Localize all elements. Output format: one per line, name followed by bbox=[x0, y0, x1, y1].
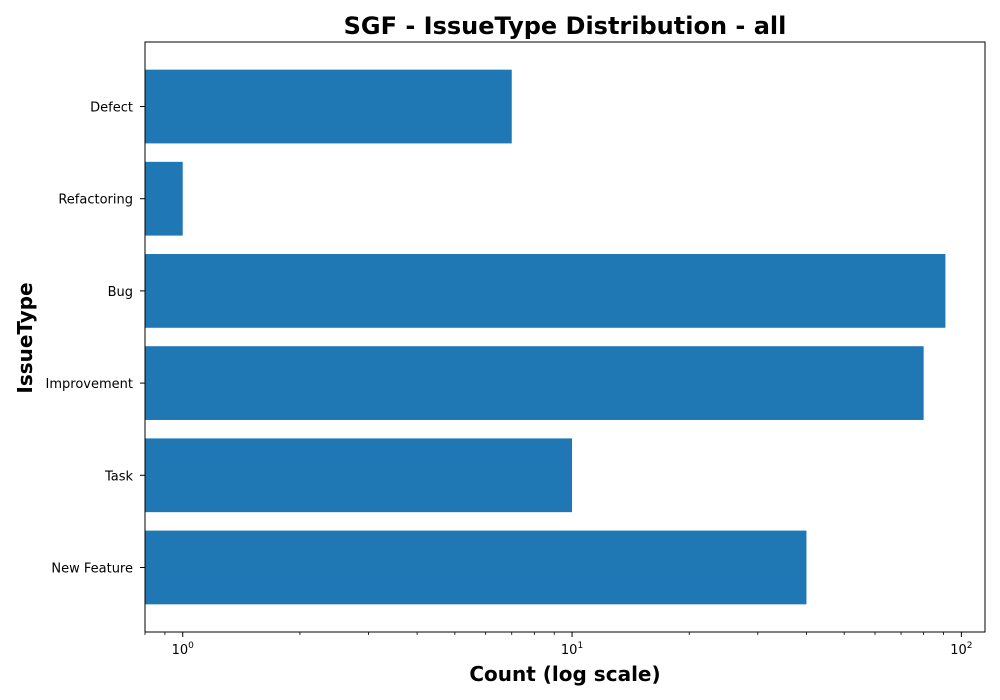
x-tick-label: 101 bbox=[561, 641, 583, 658]
chart-title: SGF - IssueType Distribution - all bbox=[344, 12, 787, 40]
bar-improvement bbox=[145, 346, 924, 420]
y-tick-label: Task bbox=[104, 469, 134, 484]
bar-defect bbox=[145, 69, 512, 144]
y-tick-label: Refactoring bbox=[58, 193, 133, 208]
x-tick-label: 100 bbox=[172, 641, 195, 658]
y-axis-ticks: Defect Refactoring Bug Improvement Task New F… bbox=[46, 101, 145, 576]
plot-frame bbox=[144, 41, 986, 633]
bar-bug bbox=[145, 254, 946, 328]
y-axis-label: IssueType bbox=[13, 282, 37, 393]
bar-new-feature bbox=[145, 530, 807, 605]
x-axis-ticks: 100 101 102 bbox=[144, 632, 973, 658]
y-tick-label: Improvement bbox=[46, 377, 133, 392]
y-tick-label: Defect bbox=[90, 101, 133, 116]
bar-refactoring bbox=[145, 161, 183, 236]
x-tick-label: 102 bbox=[950, 641, 972, 658]
y-tick-label: New Feature bbox=[51, 561, 133, 576]
y-tick-label: Bug bbox=[108, 285, 133, 300]
bar-task bbox=[145, 438, 573, 513]
bars-group bbox=[145, 69, 946, 605]
x-axis-label: Count (log scale) bbox=[469, 662, 660, 686]
